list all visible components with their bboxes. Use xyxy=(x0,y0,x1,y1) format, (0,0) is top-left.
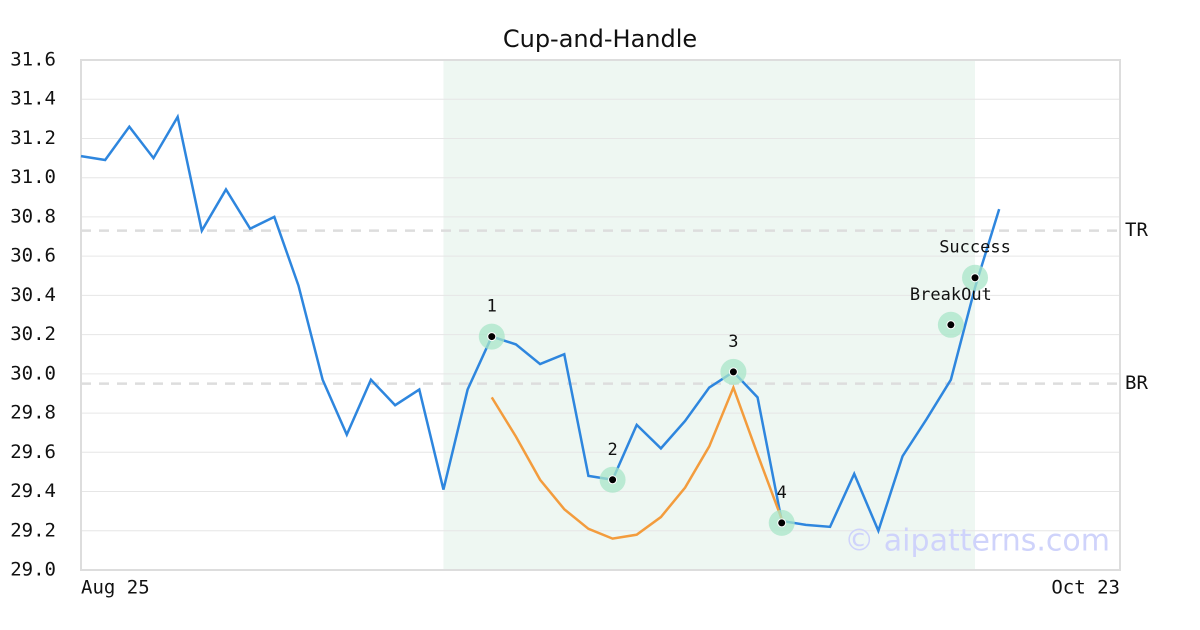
watermark: © aipatterns.com xyxy=(844,524,1110,559)
x-tick-label: Aug 25 xyxy=(81,577,150,599)
point-dot xyxy=(487,332,497,342)
point-dot xyxy=(777,518,787,528)
series-line xyxy=(490,384,783,540)
y-tick-label: 29.0 xyxy=(10,559,56,581)
point-label: 4 xyxy=(777,483,787,503)
y-tick-label: 31.4 xyxy=(10,88,56,110)
y-tick-label: 29.4 xyxy=(10,480,56,502)
point-label: 2 xyxy=(607,440,617,460)
point-dot xyxy=(946,320,956,330)
level-label: TR xyxy=(1125,219,1148,241)
y-tick-label: 30.2 xyxy=(10,323,56,345)
x-tick-label: Oct 23 xyxy=(1051,577,1120,599)
y-tick-label: 29.6 xyxy=(10,441,56,463)
point-dot xyxy=(728,367,738,377)
level-label: BR xyxy=(1125,372,1148,394)
y-tick-label: 30.0 xyxy=(10,362,56,384)
y-tick-label: 30.4 xyxy=(10,284,56,306)
point-dot xyxy=(608,475,618,485)
chart-title: Cup-and-Handle xyxy=(503,25,697,53)
y-tick-label: 30.6 xyxy=(10,245,56,267)
point-label: Success xyxy=(939,238,1011,258)
plot-frame xyxy=(80,59,1121,571)
y-tick-label: 31.0 xyxy=(10,166,56,188)
point-label: 3 xyxy=(728,332,738,352)
series-line xyxy=(80,113,1001,535)
pattern-zone xyxy=(443,60,976,570)
point-label: 1 xyxy=(487,297,497,317)
y-tick-label: 29.8 xyxy=(10,402,56,424)
y-tick-label: 31.6 xyxy=(10,49,56,71)
point-dot xyxy=(970,273,980,283)
y-tick-label: 31.2 xyxy=(10,127,56,149)
y-tick-label: 30.8 xyxy=(10,205,56,227)
y-tick-label: 29.2 xyxy=(10,519,56,541)
